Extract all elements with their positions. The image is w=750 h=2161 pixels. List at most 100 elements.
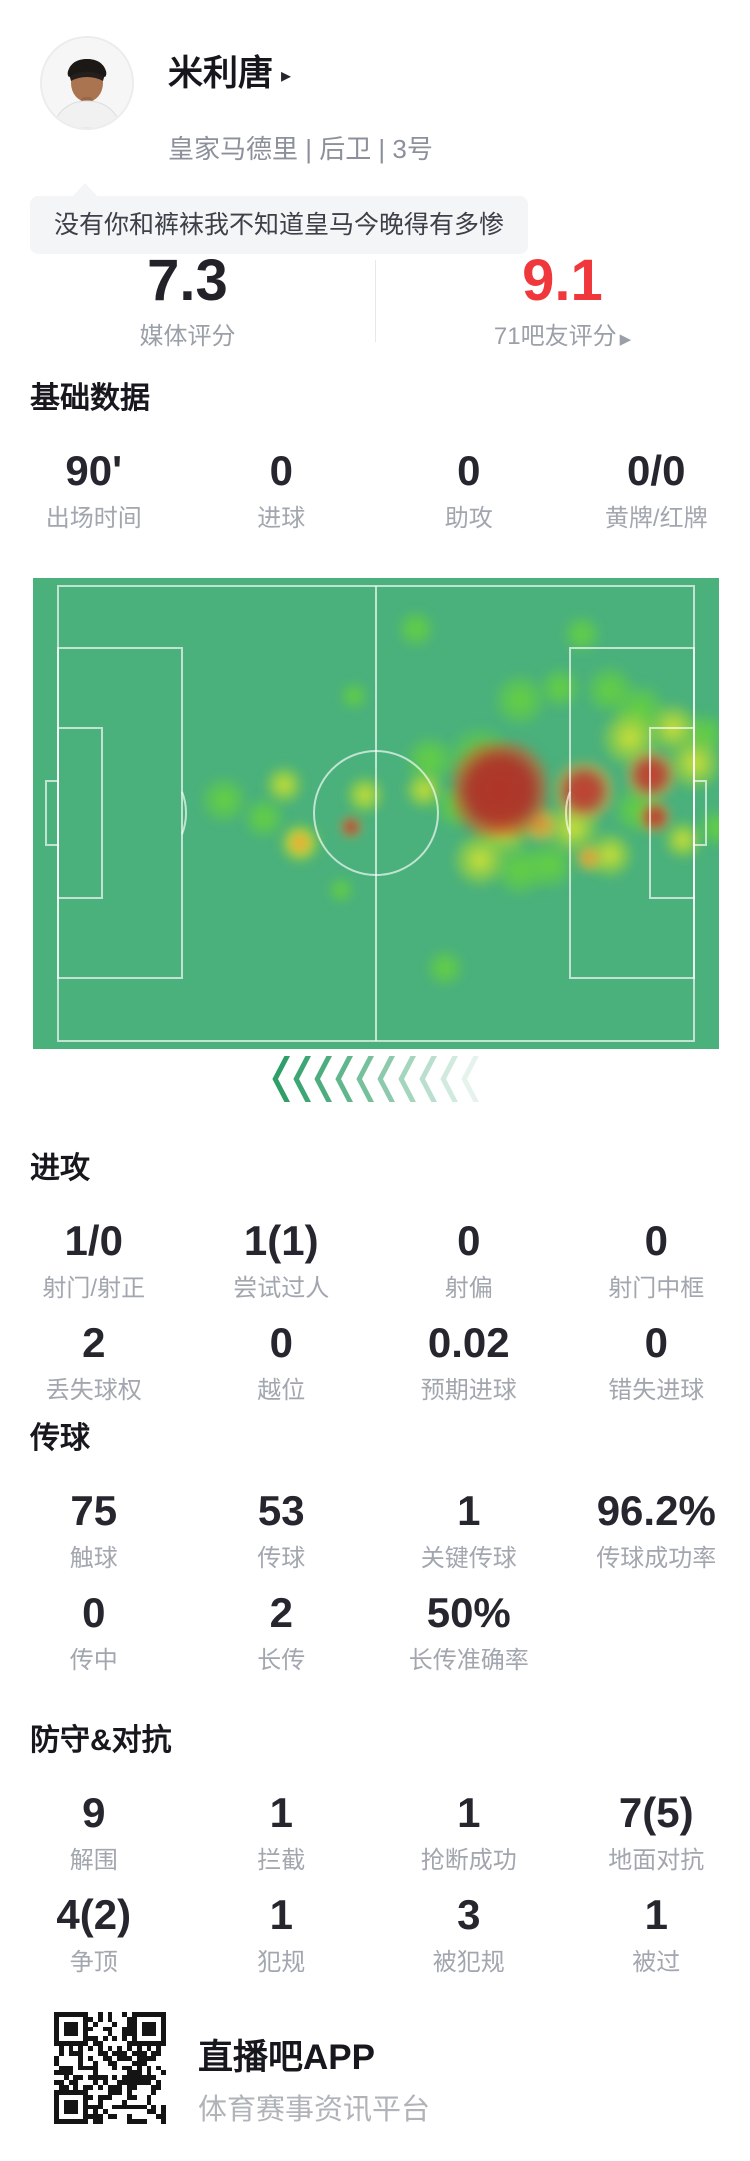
stat-label: 尝试过人: [233, 1275, 330, 1302]
stat-value: 1: [269, 1891, 293, 1938]
qr-module: [122, 2026, 128, 2032]
qr-module: [122, 2031, 128, 2037]
fans-rating-label: 71吧友评分 ▶: [375, 322, 750, 355]
player-name-row[interactable]: 米利唐 ▸: [168, 50, 291, 98]
qr-module: [92, 2080, 98, 2086]
qr-module: [58, 2041, 64, 2047]
qr-module: [127, 2104, 132, 2110]
qr-module: [107, 2026, 113, 2032]
qr-module: [78, 2055, 84, 2061]
qr-module: [68, 2104, 74, 2110]
stat-cell: 75 触球: [0, 1486, 188, 1574]
qr-module: [146, 2012, 152, 2017]
qr-module: [92, 2104, 98, 2110]
stat-value: 96.2%: [596, 1487, 716, 1534]
qr-module: [78, 2075, 84, 2081]
media-rating-label: 媒体评分: [139, 323, 236, 350]
qr-module: [122, 2050, 128, 2056]
qr-module: [97, 2012, 103, 2017]
qr-module: [156, 2046, 162, 2051]
qr-module: [88, 2094, 93, 2100]
qr-module: [83, 2109, 89, 2115]
qr-module: [136, 2046, 142, 2051]
player-avatar: [40, 36, 134, 130]
fans-rating-arrow-icon: ▶: [619, 331, 632, 348]
qr-module: [131, 2094, 137, 2100]
qr-module: [141, 2050, 147, 2056]
qr-module: [161, 2021, 166, 2027]
qr-module: [161, 2031, 166, 2037]
qr-module: [127, 2021, 132, 2027]
qr-module: [83, 2099, 89, 2105]
qr-module: [73, 2104, 79, 2110]
qr-module: [141, 2021, 147, 2027]
qr-module: [156, 2080, 162, 2086]
basic-stats-rows: 90' 出场时间 0 进球 0 助攻 0/0 黄牌/红牌: [0, 446, 750, 534]
qr-module: [161, 2016, 166, 2022]
qr-module: [58, 2080, 64, 2086]
qr-module: [68, 2070, 74, 2076]
qr-module: [112, 2036, 118, 2042]
stat-value: 2: [82, 1319, 106, 1366]
section-title: 传球: [30, 1422, 90, 1455]
fans-rating[interactable]: 9.1 71吧友评分 ▶: [375, 250, 750, 355]
qr-module: [146, 2070, 152, 2076]
qr-module: [122, 2012, 128, 2017]
qr-module: [136, 2055, 142, 2061]
qr-module: [127, 2070, 132, 2076]
qr-module: [92, 2065, 98, 2071]
qr-module: [83, 2016, 89, 2022]
qr-module: [127, 2031, 132, 2037]
section-basic-stats: 基础数据 90' 出场时间 0 进球 0 助攻 0/0 黄牌/红牌: [0, 380, 750, 534]
qr-module: [97, 2119, 103, 2124]
qr-module: [131, 2070, 137, 2076]
qr-module: [107, 2094, 113, 2100]
stat-cell: 0 射门中框: [563, 1216, 750, 1304]
qr-module: [146, 2075, 152, 2081]
stat-label: 黄牌/红牌: [604, 505, 708, 532]
qr-module: [78, 2089, 84, 2095]
qr-module: [161, 2070, 166, 2076]
qr-module: [141, 2104, 147, 2110]
qr-module: [156, 2041, 162, 2047]
qr-module: [83, 2065, 89, 2071]
qr-module: [151, 2012, 157, 2017]
stat-value: 75: [70, 1487, 118, 1534]
qr-module: [73, 2031, 79, 2037]
qr-module: [73, 2109, 79, 2115]
name-caret-icon: ▸: [281, 65, 292, 87]
qr-module: [141, 2012, 147, 2017]
stat-value: 90': [65, 447, 123, 494]
qr-module: [73, 2089, 79, 2095]
fans-rating-value: 9.1: [522, 248, 603, 313]
qr-module: [131, 2026, 137, 2032]
stat-cell: 0 传中: [0, 1588, 188, 1676]
qr-module: [136, 2012, 142, 2017]
qr-module: [92, 2075, 98, 2081]
qr-module: [54, 2026, 59, 2032]
qr-module: [112, 2065, 118, 2071]
qr-module: [127, 2094, 132, 2100]
qr-module: [83, 2114, 89, 2120]
qr-module: [161, 2036, 166, 2042]
qr-module: [54, 2031, 59, 2037]
stat-cell: 0 射偏: [375, 1216, 563, 1304]
qr-module: [136, 2060, 142, 2066]
stat-label: 争顶: [69, 1949, 118, 1976]
qr-module: [68, 2089, 74, 2095]
qr-module: [146, 2026, 152, 2032]
qr-module: [131, 2041, 137, 2047]
qr-module: [151, 2050, 157, 2056]
qr-module: [127, 2016, 132, 2022]
stat-label: 关键传球: [420, 1545, 517, 1572]
qr-module: [63, 2085, 69, 2090]
stat-cell: 50% 长传准确率: [375, 1588, 563, 1676]
qr-module: [58, 2065, 64, 2071]
qr-module: [161, 2119, 166, 2124]
app-name: 直播吧APP: [198, 2038, 375, 2077]
passing-rows: 75 触球 53 传球 1 关键传球 96.2% 传球成功率 0 传中 2 长传 50% 长传准确率: [0, 1486, 750, 1676]
qr-module: [83, 2041, 89, 2047]
qr-module: [83, 2021, 89, 2027]
qr-module: [63, 2026, 69, 2032]
qr-module: [68, 2026, 74, 2032]
